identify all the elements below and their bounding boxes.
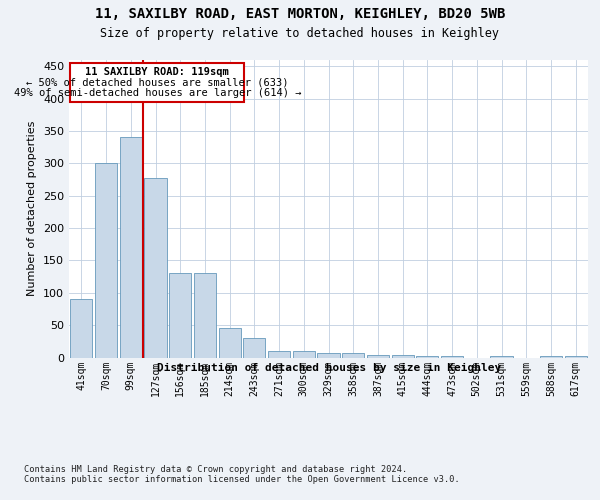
- Text: ← 50% of detached houses are smaller (633): ← 50% of detached houses are smaller (63…: [26, 78, 289, 88]
- Text: Size of property relative to detached houses in Keighley: Size of property relative to detached ho…: [101, 28, 499, 40]
- Text: 11, SAXILBY ROAD, EAST MORTON, KEIGHLEY, BD20 5WB: 11, SAXILBY ROAD, EAST MORTON, KEIGHLEY,…: [95, 8, 505, 22]
- Text: 11 SAXILBY ROAD: 119sqm: 11 SAXILBY ROAD: 119sqm: [85, 67, 229, 77]
- Bar: [293, 351, 315, 358]
- Bar: [268, 351, 290, 358]
- Bar: [565, 356, 587, 358]
- Bar: [441, 356, 463, 358]
- Bar: [392, 355, 414, 358]
- Text: 49% of semi-detached houses are larger (614) →: 49% of semi-detached houses are larger (…: [14, 88, 301, 98]
- Bar: [540, 356, 562, 358]
- Bar: [95, 163, 117, 358]
- Bar: [490, 356, 512, 358]
- Bar: [119, 137, 142, 358]
- Bar: [169, 273, 191, 357]
- Bar: [243, 338, 265, 357]
- Bar: [194, 273, 216, 357]
- Text: Contains HM Land Registry data © Crown copyright and database right 2024.
Contai: Contains HM Land Registry data © Crown c…: [24, 465, 460, 484]
- Y-axis label: Number of detached properties: Number of detached properties: [28, 121, 37, 296]
- Bar: [70, 298, 92, 358]
- Bar: [218, 328, 241, 358]
- Text: Distribution of detached houses by size in Keighley: Distribution of detached houses by size …: [157, 362, 501, 372]
- Bar: [342, 353, 364, 358]
- Bar: [416, 356, 439, 358]
- Bar: [367, 355, 389, 358]
- Bar: [317, 353, 340, 358]
- Bar: [145, 178, 167, 358]
- FancyBboxPatch shape: [70, 63, 244, 102]
